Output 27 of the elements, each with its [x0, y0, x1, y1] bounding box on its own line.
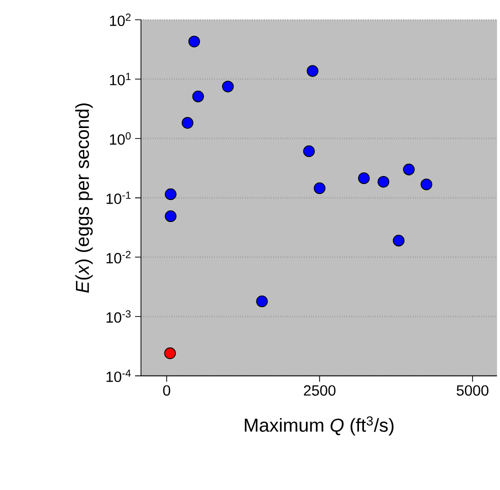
- y-tick-label: 10$^{2}$: [110, 14, 131, 26]
- x-tick-label: 0: [163, 385, 170, 396]
- y-tick-label: 10$^{-3}$: [106, 310, 131, 323]
- y-tick-label: 10$^{-2}$: [106, 251, 131, 264]
- point: [392, 234, 404, 247]
- x-tick-label: 2500: [304, 385, 336, 396]
- y-tick-label: 10$^{-4}$: [106, 370, 131, 382]
- point: [358, 172, 370, 184]
- point: [188, 36, 200, 48]
- point: [164, 188, 176, 200]
- point: [192, 90, 204, 103]
- point: [306, 65, 318, 78]
- point: [164, 348, 176, 360]
- point: [164, 210, 176, 222]
- point: [256, 296, 268, 308]
- point: [314, 182, 326, 194]
- point: [303, 146, 315, 158]
- point: [403, 164, 415, 176]
- point: [378, 176, 390, 188]
- y-tick-label: 10$^{1}$: [110, 73, 131, 86]
- point: [182, 117, 194, 129]
- point: [420, 178, 432, 190]
- y-tick-label: 10$^{-1}$: [106, 192, 131, 204]
- x-axis-title: Maximum Q (ft$^{3}$/s): [244, 416, 394, 436]
- x-tick-label: 5000: [456, 385, 488, 396]
- y-tick-label: 10$^{0}$: [110, 132, 131, 145]
- point: [222, 80, 234, 93]
